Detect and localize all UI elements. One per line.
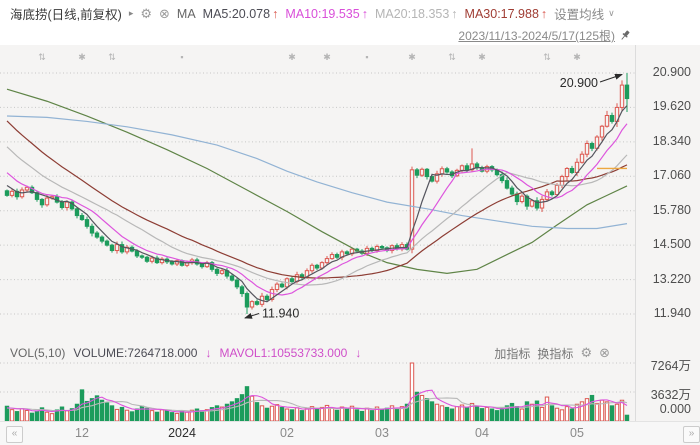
add-indicator-button[interactable]: 加指标 [494,346,531,361]
ma20-legend: MA20:18.353 ↑ [374,6,458,21]
close-icon[interactable]: ⊗ [599,345,610,360]
event-marker-icon: ▪ [365,52,368,62]
low-price-annotation: 11.940 [262,307,299,321]
event-marker-icon: ⇅ [108,52,116,62]
event-marker-icon: ✱ [78,52,86,62]
ma30-line [6,120,628,279]
volume-axis-label: 7264万 [650,359,691,373]
volume-value: VOLUME:7264718.000 [73,346,198,360]
event-marker-icon: ✱ [573,52,581,62]
volume-bars [4,362,630,421]
price-axis-label: 18.340 [652,133,691,148]
ma-indicator-label: MA [176,6,196,21]
x-axis-label: 03 [375,426,389,440]
mavol5-line [6,389,628,413]
ma5-line [6,105,628,303]
mavol10-line [6,397,628,412]
price-axis-label: 17.060 [652,168,691,183]
x-axis-label: 04 [475,426,489,440]
price-axis: 20.900 19.620 18.340 17.060 15.780 14.500 13.2… [636,45,700,421]
x-axis-label: 2024 [168,426,196,440]
volume-header: VOL(5,10) VOLUME:7264718.000 ↓ MAVOL1:10… [0,345,635,361]
event-marker-icon: ⇅ [543,52,551,62]
ma10-line [6,123,628,296]
price-axis-label: 19.620 [652,99,691,114]
gear-icon[interactable]: ⚙ [140,5,152,21]
price-axis-label: 14.500 [652,237,691,252]
gear-icon[interactable]: ⚙ [580,345,593,360]
event-marker-icon: ✱ [288,52,296,62]
down-arrow-icon: ↓ [355,346,362,360]
x-axis-label: 12 [75,426,89,440]
volume-axis-label: 3632万 [650,388,691,402]
ma5-legend: MA5:20.078 ↑ [202,6,279,21]
high-price-annotation: 20.900 [560,76,598,90]
x-axis-label: 05 [570,426,584,440]
long-ma-line-blue [6,115,628,230]
axis-separator [635,45,636,421]
up-arrow-icon: ↑ [361,6,368,21]
x-axis-label: 02 [280,426,294,440]
event-marker-icon: ✱ [478,52,486,62]
chevron-down-icon: ∨ [608,8,615,18]
price-axis-label: 15.780 [652,202,691,217]
up-arrow-icon: ↑ [272,6,279,21]
event-marker-icon: ✱ [408,52,416,62]
mavol-value: MAVOL1:10553733.000 [219,346,348,360]
long-ma-line-green [6,88,628,274]
scroll-right-button[interactable]: » [683,426,700,443]
date-range-row: 2023/11/13-2024/5/17(125根) [458,27,632,44]
scroll-left-button[interactable]: « [6,426,23,443]
switch-indicator-button[interactable]: 换指标 [537,346,574,361]
up-arrow-icon: ↑ [451,6,458,21]
date-range-link[interactable]: 2023/11/13-2024/5/17(125根) [458,29,615,43]
stock-title[interactable]: 海底捞(日线,前复权) [10,8,122,22]
event-marker-icon: ⇅ [38,52,46,62]
volume-chart-canvas[interactable] [0,362,635,421]
ma30-legend: MA30:17.988 ↑ [464,6,548,21]
x-axis-strip: « 12 2024 02 03 04 05 » [0,421,700,445]
ma20-line [6,146,628,286]
volume-axis-label: 0.000 [659,402,691,416]
pin-icon[interactable] [619,29,632,42]
down-arrow-icon: ↓ [205,346,212,360]
event-marker-icon: ▪ [180,52,183,62]
ma10-legend: MA10:19.535 ↑ [285,6,368,21]
candles [4,73,630,314]
ma-settings-button[interactable]: 设置均线 ∨ [554,8,615,22]
up-arrow-icon: ↑ [540,6,548,21]
event-marker-icon: ⇅ [448,52,456,62]
vol-indicator-label: VOL(5,10) [10,346,66,360]
dropdown-caret-icon[interactable]: ▸ [128,8,134,18]
price-axis-label: 11.940 [653,306,691,320]
event-marker-icon: ✱ [323,52,331,62]
close-icon[interactable]: ⊗ [159,5,170,21]
price-axis-label: 13.220 [652,271,691,286]
price-axis-label: 20.900 [652,65,691,79]
price-chart-canvas[interactable]: ⇅ ✱ ⇅ ▪ ✱ ✱ ▪ ✱ ⇅ ✱ ⇅ ✱ 20.900 11.940 [0,45,635,345]
chart-header: 海底捞(日线,前复权) ▸ ⚙ ⊗ MA MA5:20.078 ↑ MA10:19… [0,0,700,27]
